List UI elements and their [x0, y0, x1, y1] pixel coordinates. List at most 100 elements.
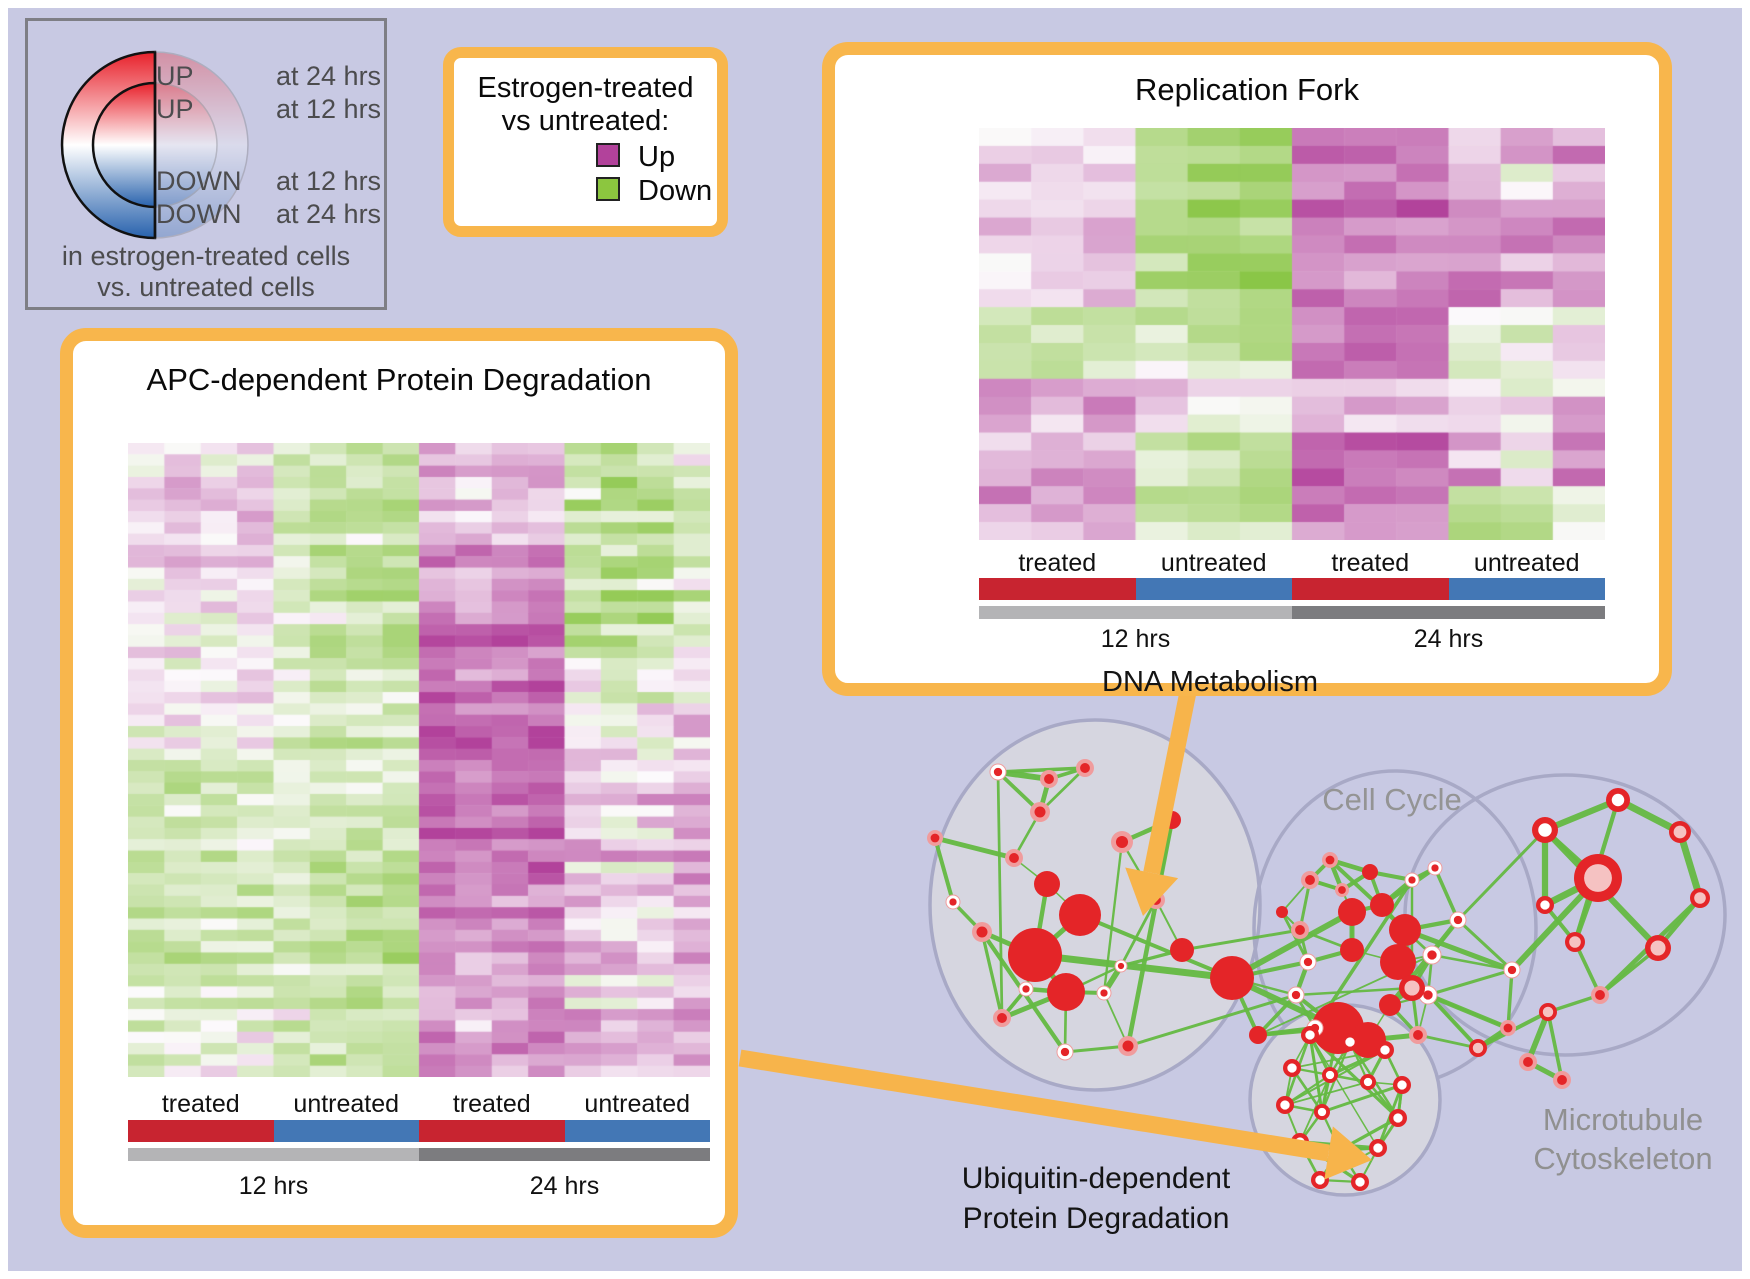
- network-edge: [1125, 817, 1175, 1049]
- annotation-arrow-head: [1125, 867, 1179, 916]
- node-donut-center: [1393, 1113, 1403, 1123]
- node-core: [1507, 965, 1517, 975]
- time-bar: [128, 1148, 419, 1161]
- node-solid: [1047, 973, 1085, 1011]
- time-bar: [979, 606, 1292, 619]
- apc-time-labels: 12 hrs 24 hrs: [128, 1172, 710, 1201]
- up-label: Up: [638, 141, 676, 173]
- annotation-arrow-head: [1324, 1126, 1372, 1180]
- network-edge: [1676, 828, 1704, 902]
- dna-metabolism-label: DNA Metabolism: [1102, 666, 1318, 698]
- node-core: [1453, 915, 1463, 925]
- treatment-bar: [979, 578, 1136, 600]
- col-group-label: treated: [452, 1090, 531, 1118]
- node-solid: [1008, 928, 1062, 982]
- time-group-label: 24 hrs: [529, 1172, 600, 1200]
- node-donut-center: [1305, 1030, 1315, 1040]
- node-donut-center: [1650, 940, 1666, 956]
- time-group-label: 24 hrs: [1413, 625, 1484, 653]
- estrogen-legend-title-line1: Estrogen-treated: [477, 72, 694, 104]
- node-donut-center: [1694, 892, 1706, 904]
- network-edge: [1320, 1083, 1404, 1114]
- node-core: [1408, 876, 1416, 884]
- network-edge: [1308, 1033, 1324, 1114]
- scale-caption-line2: vs. untreated cells: [97, 272, 315, 302]
- network-edge: [1031, 951, 1236, 982]
- network-edge: [1102, 840, 1124, 995]
- scale-row-dir: DOWN: [156, 166, 242, 196]
- node-solid: [1034, 871, 1060, 897]
- scale-row-dir: UP: [156, 61, 194, 91]
- node-solid: [1370, 893, 1394, 917]
- node-core: [1117, 962, 1125, 970]
- annotation-arrow-shaft: [1143, 670, 1201, 875]
- time-group-label: 12 hrs: [238, 1172, 309, 1200]
- node-core: [1291, 990, 1301, 1000]
- node-donut-center: [1542, 1006, 1554, 1018]
- node-core: [930, 833, 940, 843]
- network-edge: [1456, 918, 1514, 972]
- scale-row-time: at 24 hrs: [276, 61, 382, 91]
- network-edge: [1229, 909, 1355, 981]
- inner-right-semicircle: [154, 82, 218, 208]
- apc-time-bars: [128, 1148, 710, 1161]
- node-donut-center: [1317, 1107, 1327, 1117]
- replication-fork-panel: Replication Fork treated untreated treated…: [822, 42, 1672, 696]
- scale-row-time: at 12 hrs: [276, 166, 382, 196]
- network-edge: [1541, 796, 1622, 834]
- scale-row-dir: UP: [156, 94, 194, 124]
- scale-row-time: at 24 hrs: [276, 199, 382, 229]
- down-label: Down: [638, 175, 713, 207]
- network-edge: [1456, 828, 1547, 922]
- node-donut-center: [1315, 1175, 1325, 1185]
- node-core: [1034, 806, 1046, 818]
- cell-cycle-label: Cell Cycle: [1322, 782, 1462, 817]
- apc-degradation-title: APC-dependent Protein Degradation: [146, 362, 652, 397]
- node-donut-center: [1472, 1042, 1484, 1054]
- apc-degradation-panel: APC-dependent Protein Degradation treate…: [60, 328, 738, 1238]
- inner-left-semicircle: [91, 81, 157, 209]
- scale-caption-line1: in estrogen-treated cells: [61, 241, 351, 271]
- scale-row-time: at 12 hrs: [276, 94, 382, 124]
- network-edge: [932, 835, 1017, 861]
- node-donut-center: [1363, 1077, 1373, 1087]
- col-group-label: untreated: [584, 1090, 691, 1118]
- network-edge: [980, 930, 1004, 1020]
- node-core: [1100, 989, 1108, 997]
- treatment-bar: [419, 1120, 565, 1142]
- node-core: [993, 767, 1003, 777]
- node-core: [1557, 1075, 1567, 1085]
- col-group-label: untreated: [293, 1090, 400, 1118]
- node-donut-center: [1355, 1177, 1365, 1187]
- node-donut-center: [1397, 1080, 1407, 1090]
- node-core: [1325, 855, 1335, 865]
- replication-time-labels: 12 hrs 24 hrs: [979, 625, 1605, 654]
- node-core: [1303, 957, 1313, 967]
- annotation-arrow-shaft: [738, 1049, 1330, 1162]
- node-donut-center: [1287, 1063, 1297, 1073]
- node-solid: [1249, 1026, 1267, 1044]
- node-core: [1503, 1023, 1513, 1033]
- node-donut-center: [1673, 825, 1687, 839]
- replication-treatment-bars: [979, 578, 1605, 600]
- treatment-bar: [273, 1120, 419, 1142]
- network-edge: [1416, 1033, 1480, 1050]
- node-donut-center: [1325, 1070, 1335, 1080]
- node-core: [1115, 835, 1129, 849]
- node-solid: [1338, 898, 1366, 926]
- network-edge: [1546, 1010, 1564, 1082]
- node-core: [976, 926, 988, 938]
- apc-treatment-bars: [128, 1120, 710, 1142]
- node-solid: [1380, 944, 1416, 980]
- ubiquitin-label-line1: Ubiquitin-dependent: [961, 1162, 1231, 1195]
- node-donut-center: [1345, 1037, 1355, 1047]
- node-core: [1431, 864, 1439, 872]
- node-core: [1595, 990, 1605, 1000]
- network-edge: [1119, 898, 1158, 968]
- scale-legend-box: UP at 24 hrs UP at 12 hrs DOWN at 12 hrs…: [25, 18, 387, 310]
- node-core: [1009, 853, 1019, 863]
- node-core: [1060, 1047, 1070, 1057]
- time-bar: [419, 1148, 710, 1161]
